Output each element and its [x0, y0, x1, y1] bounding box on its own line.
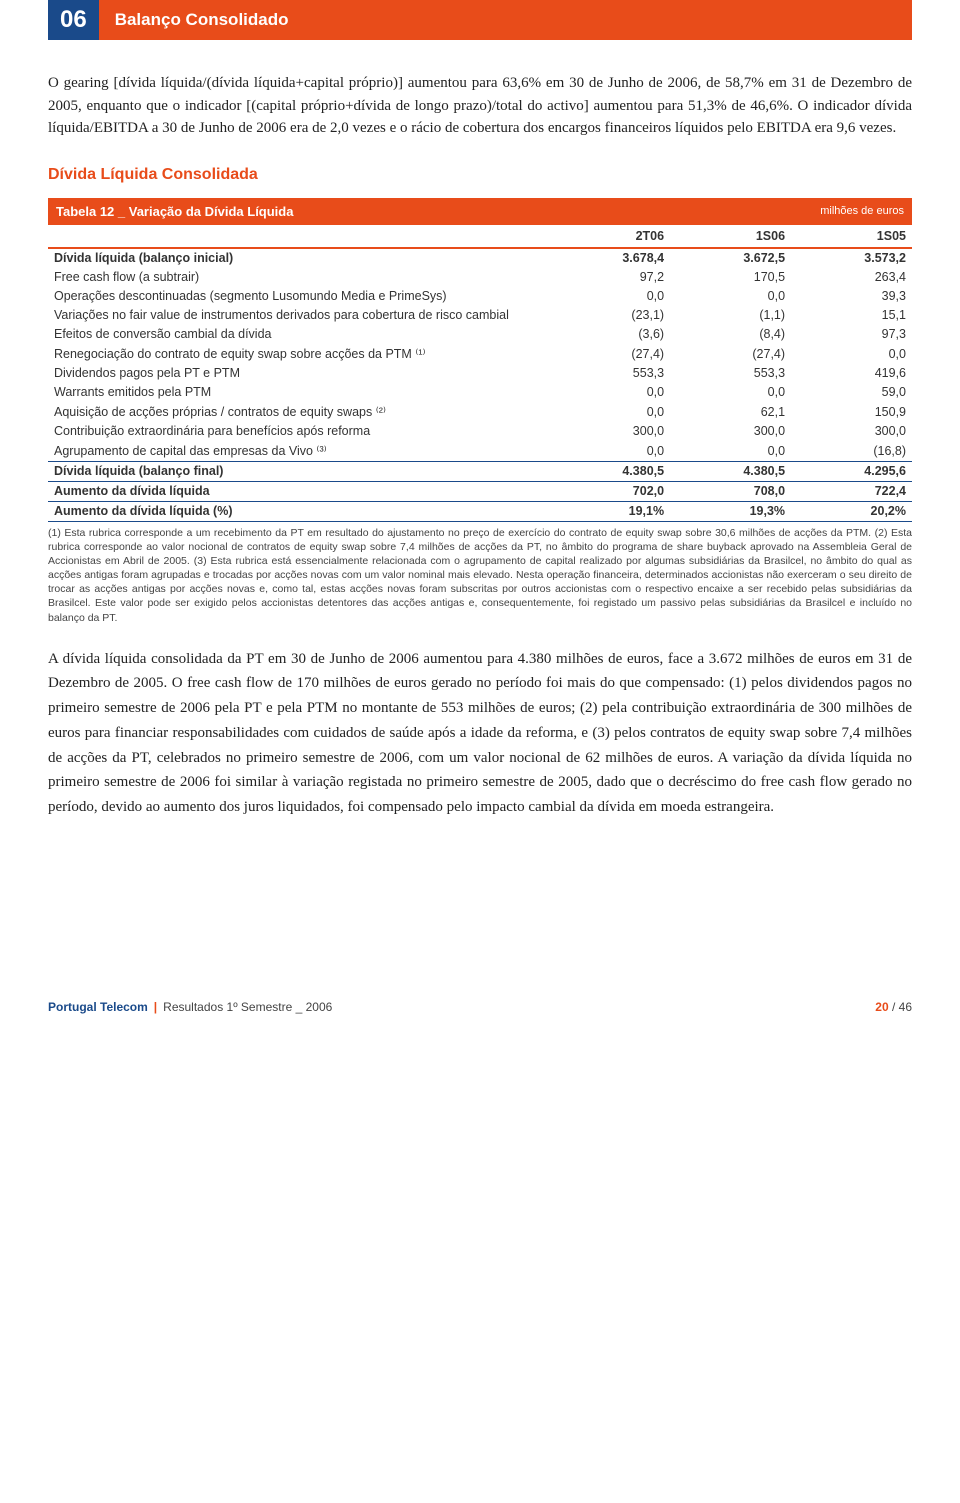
- row-label: Efeitos de conversão cambial da dívida: [48, 325, 549, 344]
- cell-value: 39,3: [791, 287, 912, 306]
- cell-value: 419,6: [791, 364, 912, 383]
- cell-value: 3.678,4: [549, 248, 670, 268]
- footer-doc-title: Resultados 1º Semestre _ 2006: [163, 1000, 332, 1014]
- row-label: Contribuição extraordinária para benefíc…: [48, 422, 549, 441]
- cell-value: (3,6): [549, 325, 670, 344]
- cell-value: 0,0: [549, 287, 670, 306]
- cell-value: 300,0: [670, 422, 791, 441]
- cell-value: 0,0: [791, 344, 912, 364]
- cell-value: 300,0: [791, 422, 912, 441]
- footer-separator: |: [154, 1000, 157, 1014]
- table-unit: milhões de euros: [791, 198, 912, 225]
- column-header: 2T06: [549, 225, 670, 248]
- table-row: Operações descontinuadas (segmento Lusom…: [48, 287, 912, 306]
- row-label: Warrants emitidos pela PTM: [48, 383, 549, 402]
- row-label: Aumento da dívida líquida: [48, 481, 549, 501]
- cell-value: 708,0: [670, 481, 791, 501]
- cell-value: 4.380,5: [549, 461, 670, 481]
- section-number: 06: [48, 0, 99, 40]
- table-row: Free cash flow (a subtrair)97,2170,5263,…: [48, 268, 912, 287]
- cell-value: 59,0: [791, 383, 912, 402]
- intro-paragraph: O gearing [dívida líquida/(dívida líquid…: [48, 72, 912, 140]
- table-row: Warrants emitidos pela PTM0,00,059,0: [48, 383, 912, 402]
- cell-value: 4.380,5: [670, 461, 791, 481]
- cell-value: (8,4): [670, 325, 791, 344]
- row-label: Variações no fair value de instrumentos …: [48, 306, 549, 325]
- table-row: Aquisição de acções próprias / contratos…: [48, 402, 912, 422]
- table-title: Tabela 12 _ Variação da Dívida Líquida: [48, 198, 791, 225]
- cell-value: 62,1: [670, 402, 791, 422]
- page-total: 46: [899, 1000, 912, 1014]
- cell-value: 0,0: [670, 287, 791, 306]
- cell-value: 3.573,2: [791, 248, 912, 268]
- cell-value: 97,2: [549, 268, 670, 287]
- section-title: Balanço Consolidado: [99, 0, 912, 40]
- subsection-title: Dívida Líquida Consolidada: [48, 166, 912, 184]
- cell-value: 0,0: [549, 383, 670, 402]
- row-label: Renegociação do contrato de equity swap …: [48, 344, 549, 364]
- cell-value: (16,8): [791, 441, 912, 462]
- cell-value: 300,0: [549, 422, 670, 441]
- cell-value: (27,4): [549, 344, 670, 364]
- table-row: Aumento da dívida líquida702,0708,0722,4: [48, 481, 912, 501]
- row-label: Dívida líquida (balanço inicial): [48, 248, 549, 268]
- cell-value: (1,1): [670, 306, 791, 325]
- cell-value: 0,0: [549, 441, 670, 462]
- table-row: Agrupamento de capital das empresas da V…: [48, 441, 912, 462]
- cell-value: 0,0: [670, 383, 791, 402]
- cell-value: 19,1%: [549, 501, 670, 521]
- row-label: Operações descontinuadas (segmento Lusom…: [48, 287, 549, 306]
- table-row: Dividendos pagos pela PT e PTM553,3553,3…: [48, 364, 912, 383]
- cell-value: 4.295,6: [791, 461, 912, 481]
- section-header: 06 Balanço Consolidado: [48, 0, 912, 40]
- net-debt-table: Tabela 12 _ Variação da Dívida Líquida m…: [48, 198, 912, 522]
- table-row: Dívida líquida (balanço final)4.380,54.3…: [48, 461, 912, 481]
- cell-value: 97,3: [791, 325, 912, 344]
- row-label: Dividendos pagos pela PT e PTM: [48, 364, 549, 383]
- column-header: 1S06: [670, 225, 791, 248]
- row-label: Free cash flow (a subtrair): [48, 268, 549, 287]
- table-column-header-row: 2T061S061S05: [48, 225, 912, 248]
- cell-value: 263,4: [791, 268, 912, 287]
- page-current: 20: [875, 1000, 888, 1014]
- table-row: Aumento da dívida líquida (%)19,1%19,3%2…: [48, 501, 912, 521]
- table-footnote: (1) Esta rubrica corresponde a um recebi…: [48, 526, 912, 625]
- cell-value: 553,3: [549, 364, 670, 383]
- table-body: Dívida líquida (balanço inicial)3.678,43…: [48, 248, 912, 522]
- column-header: 1S05: [791, 225, 912, 248]
- footer-page-number: 20 / 46: [875, 1000, 912, 1014]
- row-label: Aumento da dívida líquida (%): [48, 501, 549, 521]
- page-footer: Portugal Telecom | Resultados 1º Semestr…: [48, 1000, 912, 1014]
- cell-value: 0,0: [670, 441, 791, 462]
- row-label: Agrupamento de capital das empresas da V…: [48, 441, 549, 462]
- footer-company: Portugal Telecom: [48, 1000, 148, 1014]
- cell-value: 19,3%: [670, 501, 791, 521]
- column-header: [48, 225, 549, 248]
- cell-value: 170,5: [670, 268, 791, 287]
- cell-value: 553,3: [670, 364, 791, 383]
- table-row: Dívida líquida (balanço inicial)3.678,43…: [48, 248, 912, 268]
- table-row: Efeitos de conversão cambial da dívida(3…: [48, 325, 912, 344]
- table-row: Renegociação do contrato de equity swap …: [48, 344, 912, 364]
- cell-value: 150,9: [791, 402, 912, 422]
- analysis-paragraph: A dívida líquida consolidada da PT em 30…: [48, 647, 912, 820]
- cell-value: 20,2%: [791, 501, 912, 521]
- cell-value: 15,1: [791, 306, 912, 325]
- cell-value: 722,4: [791, 481, 912, 501]
- table-row: Variações no fair value de instrumentos …: [48, 306, 912, 325]
- table-title-row: Tabela 12 _ Variação da Dívida Líquida m…: [48, 198, 912, 225]
- row-label: Aquisição de acções próprias / contratos…: [48, 402, 549, 422]
- cell-value: 702,0: [549, 481, 670, 501]
- cell-value: (27,4): [670, 344, 791, 364]
- cell-value: (23,1): [549, 306, 670, 325]
- cell-value: 0,0: [549, 402, 670, 422]
- table-row: Contribuição extraordinária para benefíc…: [48, 422, 912, 441]
- cell-value: 3.672,5: [670, 248, 791, 268]
- row-label: Dívida líquida (balanço final): [48, 461, 549, 481]
